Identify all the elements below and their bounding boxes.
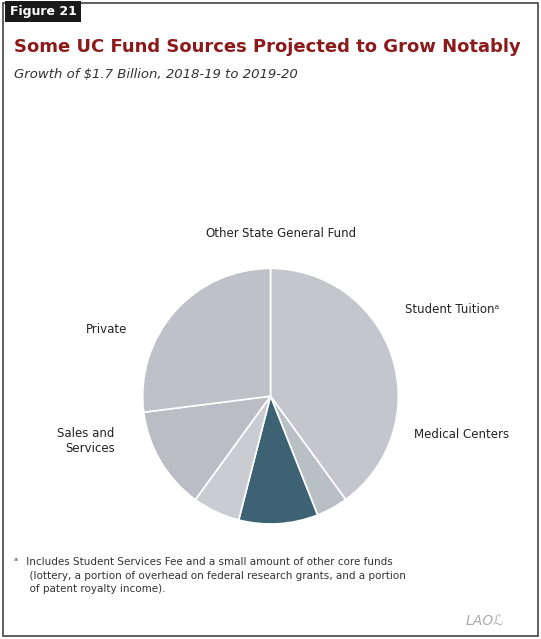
Text: Private: Private xyxy=(86,323,127,336)
Text: Growth of $1.7 Billion, 2018-19 to 2019-20: Growth of $1.7 Billion, 2018-19 to 2019-… xyxy=(14,68,297,81)
Text: Other: Other xyxy=(205,227,239,240)
Wedge shape xyxy=(270,268,398,500)
Text: Core Funds: Core Funds xyxy=(379,120,467,134)
Wedge shape xyxy=(143,268,270,412)
Text: LAOℒ: LAOℒ xyxy=(465,613,503,627)
Text: Sales and
Services: Sales and Services xyxy=(57,427,115,455)
Text: Student Tuitionᵃ: Student Tuitionᵃ xyxy=(405,303,499,316)
Text: Medical Centers: Medical Centers xyxy=(414,428,509,441)
Text: Some UC Fund Sources Projected to Grow Notably: Some UC Fund Sources Projected to Grow N… xyxy=(14,38,520,56)
Text: ᵃ: ᵃ xyxy=(14,557,17,567)
Wedge shape xyxy=(195,396,270,520)
Text: State General Fund: State General Fund xyxy=(241,227,355,240)
Wedge shape xyxy=(144,396,270,500)
Wedge shape xyxy=(239,396,318,524)
Text: Includes Student Services Fee and a small amount of other core funds
  (lottery,: Includes Student Services Fee and a smal… xyxy=(23,557,406,594)
Text: Figure 21: Figure 21 xyxy=(10,5,77,18)
Text: Other Funds: Other Funds xyxy=(48,516,144,530)
Wedge shape xyxy=(270,396,346,515)
